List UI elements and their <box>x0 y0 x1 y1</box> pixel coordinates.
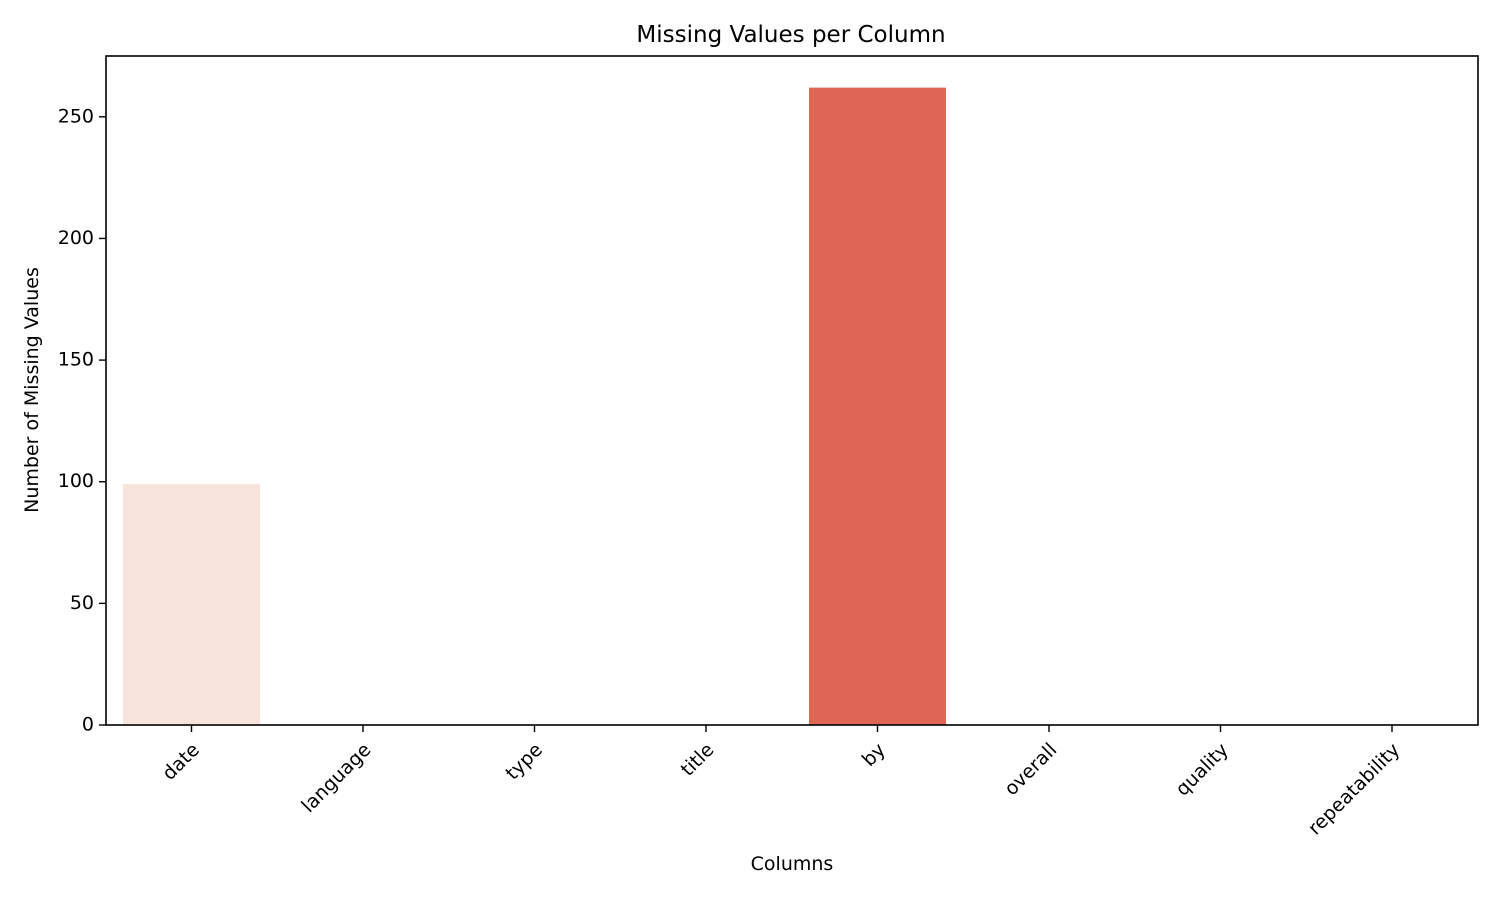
x-tick-label-type: type <box>501 739 547 785</box>
x-tick-label-date: date <box>158 739 204 785</box>
x-tick-label-language: language <box>297 739 375 817</box>
bar-date <box>123 484 260 725</box>
x-tick-label-by: by <box>858 739 890 771</box>
x-axis-label: Columns <box>751 853 834 875</box>
y-tick-label-50: 50 <box>70 592 94 614</box>
y-tick-label-0: 0 <box>82 714 94 736</box>
y-axis-label: Number of Missing Values <box>21 267 43 513</box>
y-tick-label-200: 200 <box>58 227 94 249</box>
x-axis: date language type title by overall quality rep… <box>158 725 1404 839</box>
x-tick-label-title: title <box>677 739 719 781</box>
y-tick-label-250: 250 <box>58 105 94 127</box>
chart-title: Missing Values per Column <box>636 22 945 48</box>
x-tick-label-quality: quality <box>1171 739 1233 801</box>
x-tick-label-overall: overall <box>1000 739 1061 800</box>
y-tick-label-100: 100 <box>58 470 94 492</box>
plot-frame <box>105 55 1479 726</box>
y-tick-label-150: 150 <box>58 349 94 371</box>
y-axis: 0 50 100 150 200 250 <box>58 105 106 736</box>
bars-group <box>123 87 946 725</box>
bar-by <box>809 87 946 725</box>
x-tick-label-repeatability: repeatability <box>1304 739 1405 840</box>
